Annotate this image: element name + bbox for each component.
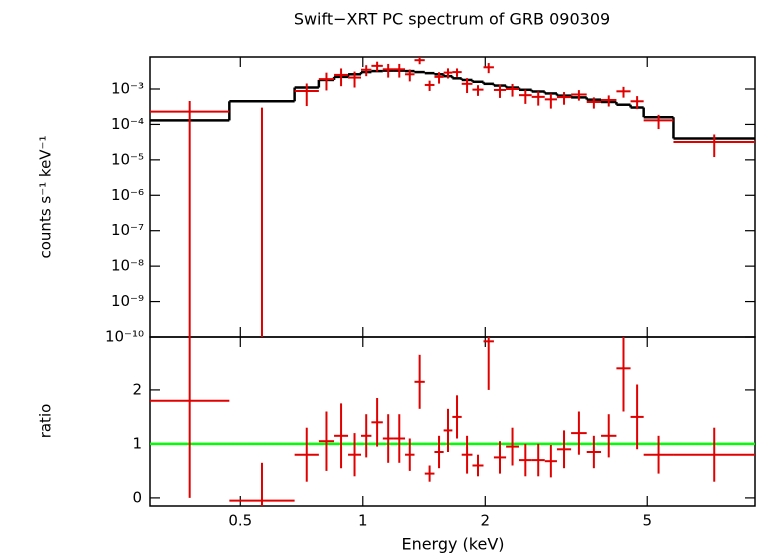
y-tick-label: 10⁻⁵ (111, 150, 144, 168)
y-tick-label: 10⁻⁹ (111, 292, 144, 310)
y-tick-label: 2 (132, 380, 142, 398)
x-tick-label: 2 (481, 512, 491, 530)
y-tick-label: 10⁻¹⁰ (105, 328, 144, 346)
bottom-frame (149, 336, 756, 507)
ratio-axis-label: ratio (37, 404, 55, 439)
x-axis-label: Energy (keV) (401, 535, 504, 554)
chart-title: Swift−XRT PC spectrum of GRB 090309 (294, 10, 610, 29)
top-frame (149, 56, 756, 338)
x-tick-label: 0.5 (228, 512, 252, 530)
x-tick-label: 1 (358, 512, 368, 530)
y-tick-label: 0 (132, 488, 142, 506)
y-tick-label: 10⁻⁶ (111, 186, 144, 204)
y-tick-label: 1 (132, 434, 142, 452)
y-tick-label: 10⁻⁸ (111, 257, 144, 275)
y-tick-label: 10⁻⁴ (111, 115, 144, 133)
y-axis-label: counts s⁻¹ keV⁻¹ (37, 136, 55, 259)
y-tick-label: 10⁻³ (111, 79, 144, 97)
y-tick-label: 10⁻⁷ (111, 221, 144, 239)
x-tick-label: 5 (642, 512, 652, 530)
